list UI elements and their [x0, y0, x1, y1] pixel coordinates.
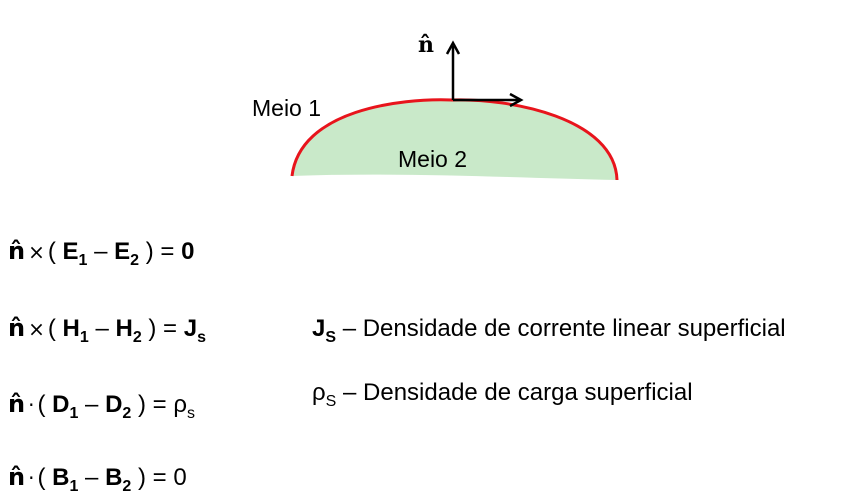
tangent-arrow-head: [509, 92, 524, 108]
legend-symbol: ρ: [312, 379, 326, 406]
field-b: D: [105, 391, 123, 418]
medium2-label: Meio 2: [398, 146, 468, 172]
field-a: E: [62, 238, 79, 265]
normal-arrow-head: [445, 40, 461, 55]
legend-symbol: J: [312, 315, 326, 342]
operator: ×: [28, 317, 45, 341]
medium1-label: Meio 1: [252, 95, 322, 121]
equation-h-field: n̂ ×( H1 – H2 ) = Js: [8, 314, 206, 346]
boundary-diagram: [290, 40, 619, 181]
normal-vector-label: n̂: [418, 32, 434, 58]
legend-current-density: JS – Densidade de corrente linear superf…: [312, 314, 786, 346]
legend-subscript: S: [325, 329, 337, 346]
rhs: 0: [181, 238, 195, 265]
field-b: E: [114, 238, 131, 265]
operator: ×: [28, 240, 45, 264]
equation-e-field: n̂ ×( E1 – E2 ) = 0: [8, 237, 195, 269]
rhs: 0: [173, 464, 187, 491]
legend-charge-density: ρS – Densidade de carga superficial: [312, 378, 693, 410]
normal-symbol: n̂: [8, 314, 26, 342]
rhs: J: [183, 315, 198, 342]
field-a: D: [52, 391, 70, 418]
normal-symbol: n̂: [8, 390, 26, 418]
rhs-subscript: s: [197, 329, 206, 346]
field-b: B: [105, 464, 123, 491]
equation-d-field: n̂ ·( D1 – D2 ) = ρs: [8, 390, 195, 422]
equation-b-field: n̂ ·( B1 – B2 ) = 0: [8, 463, 187, 495]
legend-text: – Densidade de carga superficial: [343, 379, 693, 406]
field-b: H: [115, 315, 133, 342]
normal-symbol: n̂: [8, 463, 26, 491]
legend-text: – Densidade de corrente linear superfici…: [342, 315, 786, 342]
operator: ·: [28, 466, 35, 490]
operator: ·: [28, 393, 35, 417]
field-a: B: [52, 464, 70, 491]
rhs: ρ: [173, 391, 187, 418]
medium2-region: [292, 99, 617, 180]
rhs-subscript: s: [186, 405, 195, 422]
field-a: H: [62, 315, 80, 342]
normal-symbol: n̂: [8, 237, 26, 265]
legend-subscript: S: [325, 393, 337, 410]
